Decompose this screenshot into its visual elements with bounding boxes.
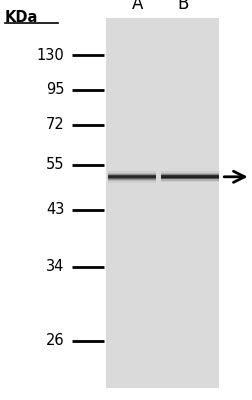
- Bar: [107, 176, 155, 178]
- Bar: [106, 18, 218, 388]
- Bar: [160, 176, 218, 178]
- Text: B: B: [177, 0, 188, 13]
- Bar: [160, 173, 218, 180]
- Text: 95: 95: [46, 82, 64, 98]
- Bar: [160, 176, 218, 178]
- Text: A: A: [132, 0, 143, 13]
- Text: 43: 43: [46, 202, 64, 218]
- Bar: [107, 174, 155, 180]
- Bar: [106, 18, 218, 388]
- Bar: [107, 175, 155, 179]
- Bar: [107, 175, 155, 178]
- Bar: [160, 171, 218, 182]
- Text: KDa: KDa: [5, 10, 38, 25]
- Text: 34: 34: [46, 259, 64, 274]
- Bar: [107, 171, 155, 183]
- Text: 55: 55: [46, 157, 64, 172]
- Text: 26: 26: [46, 333, 64, 348]
- Text: 130: 130: [37, 48, 64, 63]
- Bar: [160, 174, 218, 180]
- Bar: [160, 175, 218, 179]
- Text: 72: 72: [46, 117, 64, 132]
- Bar: [107, 173, 155, 181]
